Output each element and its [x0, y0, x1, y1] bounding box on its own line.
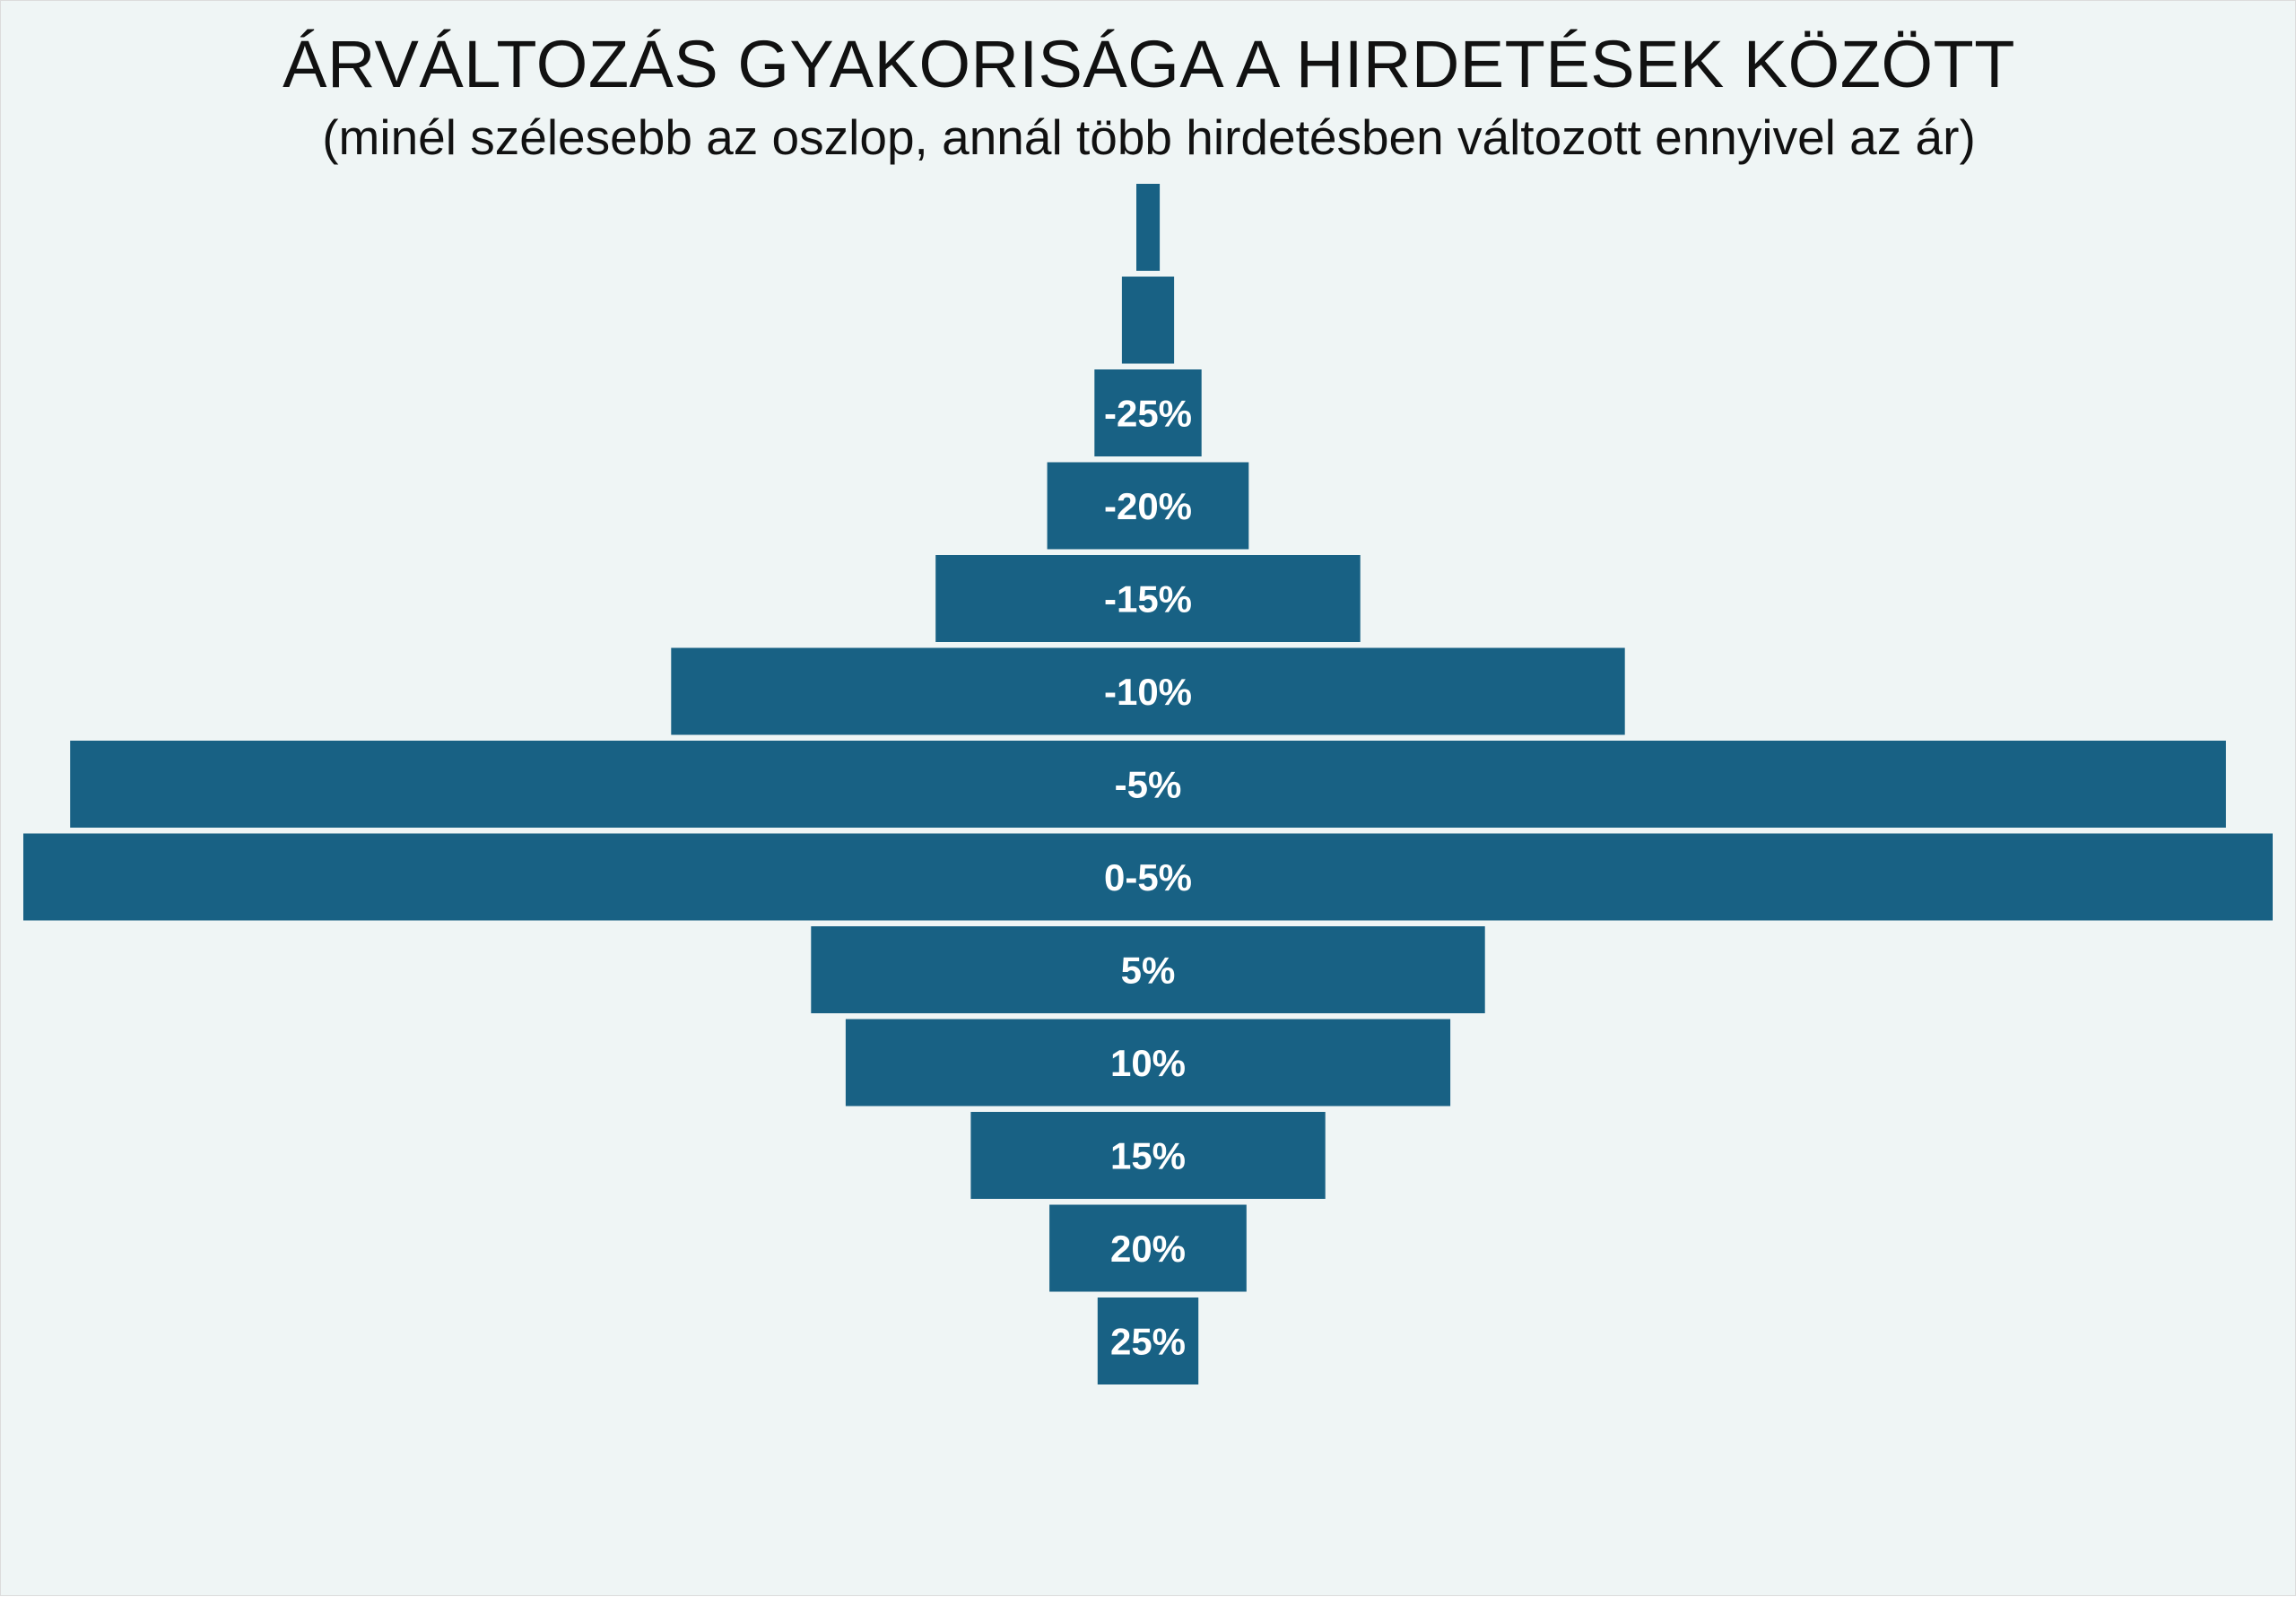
bar-0: [1136, 184, 1161, 271]
bar-label-2: -25%: [1104, 393, 1192, 435]
bar-label-7: 0-5%: [1104, 856, 1192, 898]
bar-label-9: 10%: [1110, 1042, 1186, 1084]
bar-11: [1049, 1204, 1247, 1292]
bar-4: [935, 555, 1361, 642]
chart-subtitle: (minél szélesebb az oszlop, annál több h…: [322, 109, 1976, 165]
bar-1: [1121, 276, 1175, 364]
bar-6: [70, 741, 2226, 828]
bar-label-6: -5%: [1115, 764, 1182, 806]
bar-label-5: -10%: [1104, 671, 1192, 713]
bar-9: [845, 1019, 1451, 1107]
bar-12: [1097, 1298, 1199, 1384]
bar-label-12: 25%: [1110, 1321, 1186, 1363]
bar-label-10: 15%: [1110, 1135, 1186, 1177]
bar-3: [1047, 462, 1249, 550]
bar-8: [811, 926, 1485, 1013]
bar-2: [1094, 369, 1202, 456]
bar-5: [671, 647, 1625, 735]
bar-label-11: 20%: [1110, 1228, 1186, 1270]
bar-10: [970, 1112, 1326, 1199]
bar-7: [23, 833, 2273, 921]
bar-label-4: -15%: [1104, 578, 1192, 621]
chart-title: ÁRVÁLTOZÁS GYAKORISÁGA A HIRDETÉSEK KÖZÖ…: [283, 27, 2015, 101]
bar-label-3: -20%: [1104, 485, 1192, 527]
bar-label-8: 5%: [1121, 950, 1176, 992]
